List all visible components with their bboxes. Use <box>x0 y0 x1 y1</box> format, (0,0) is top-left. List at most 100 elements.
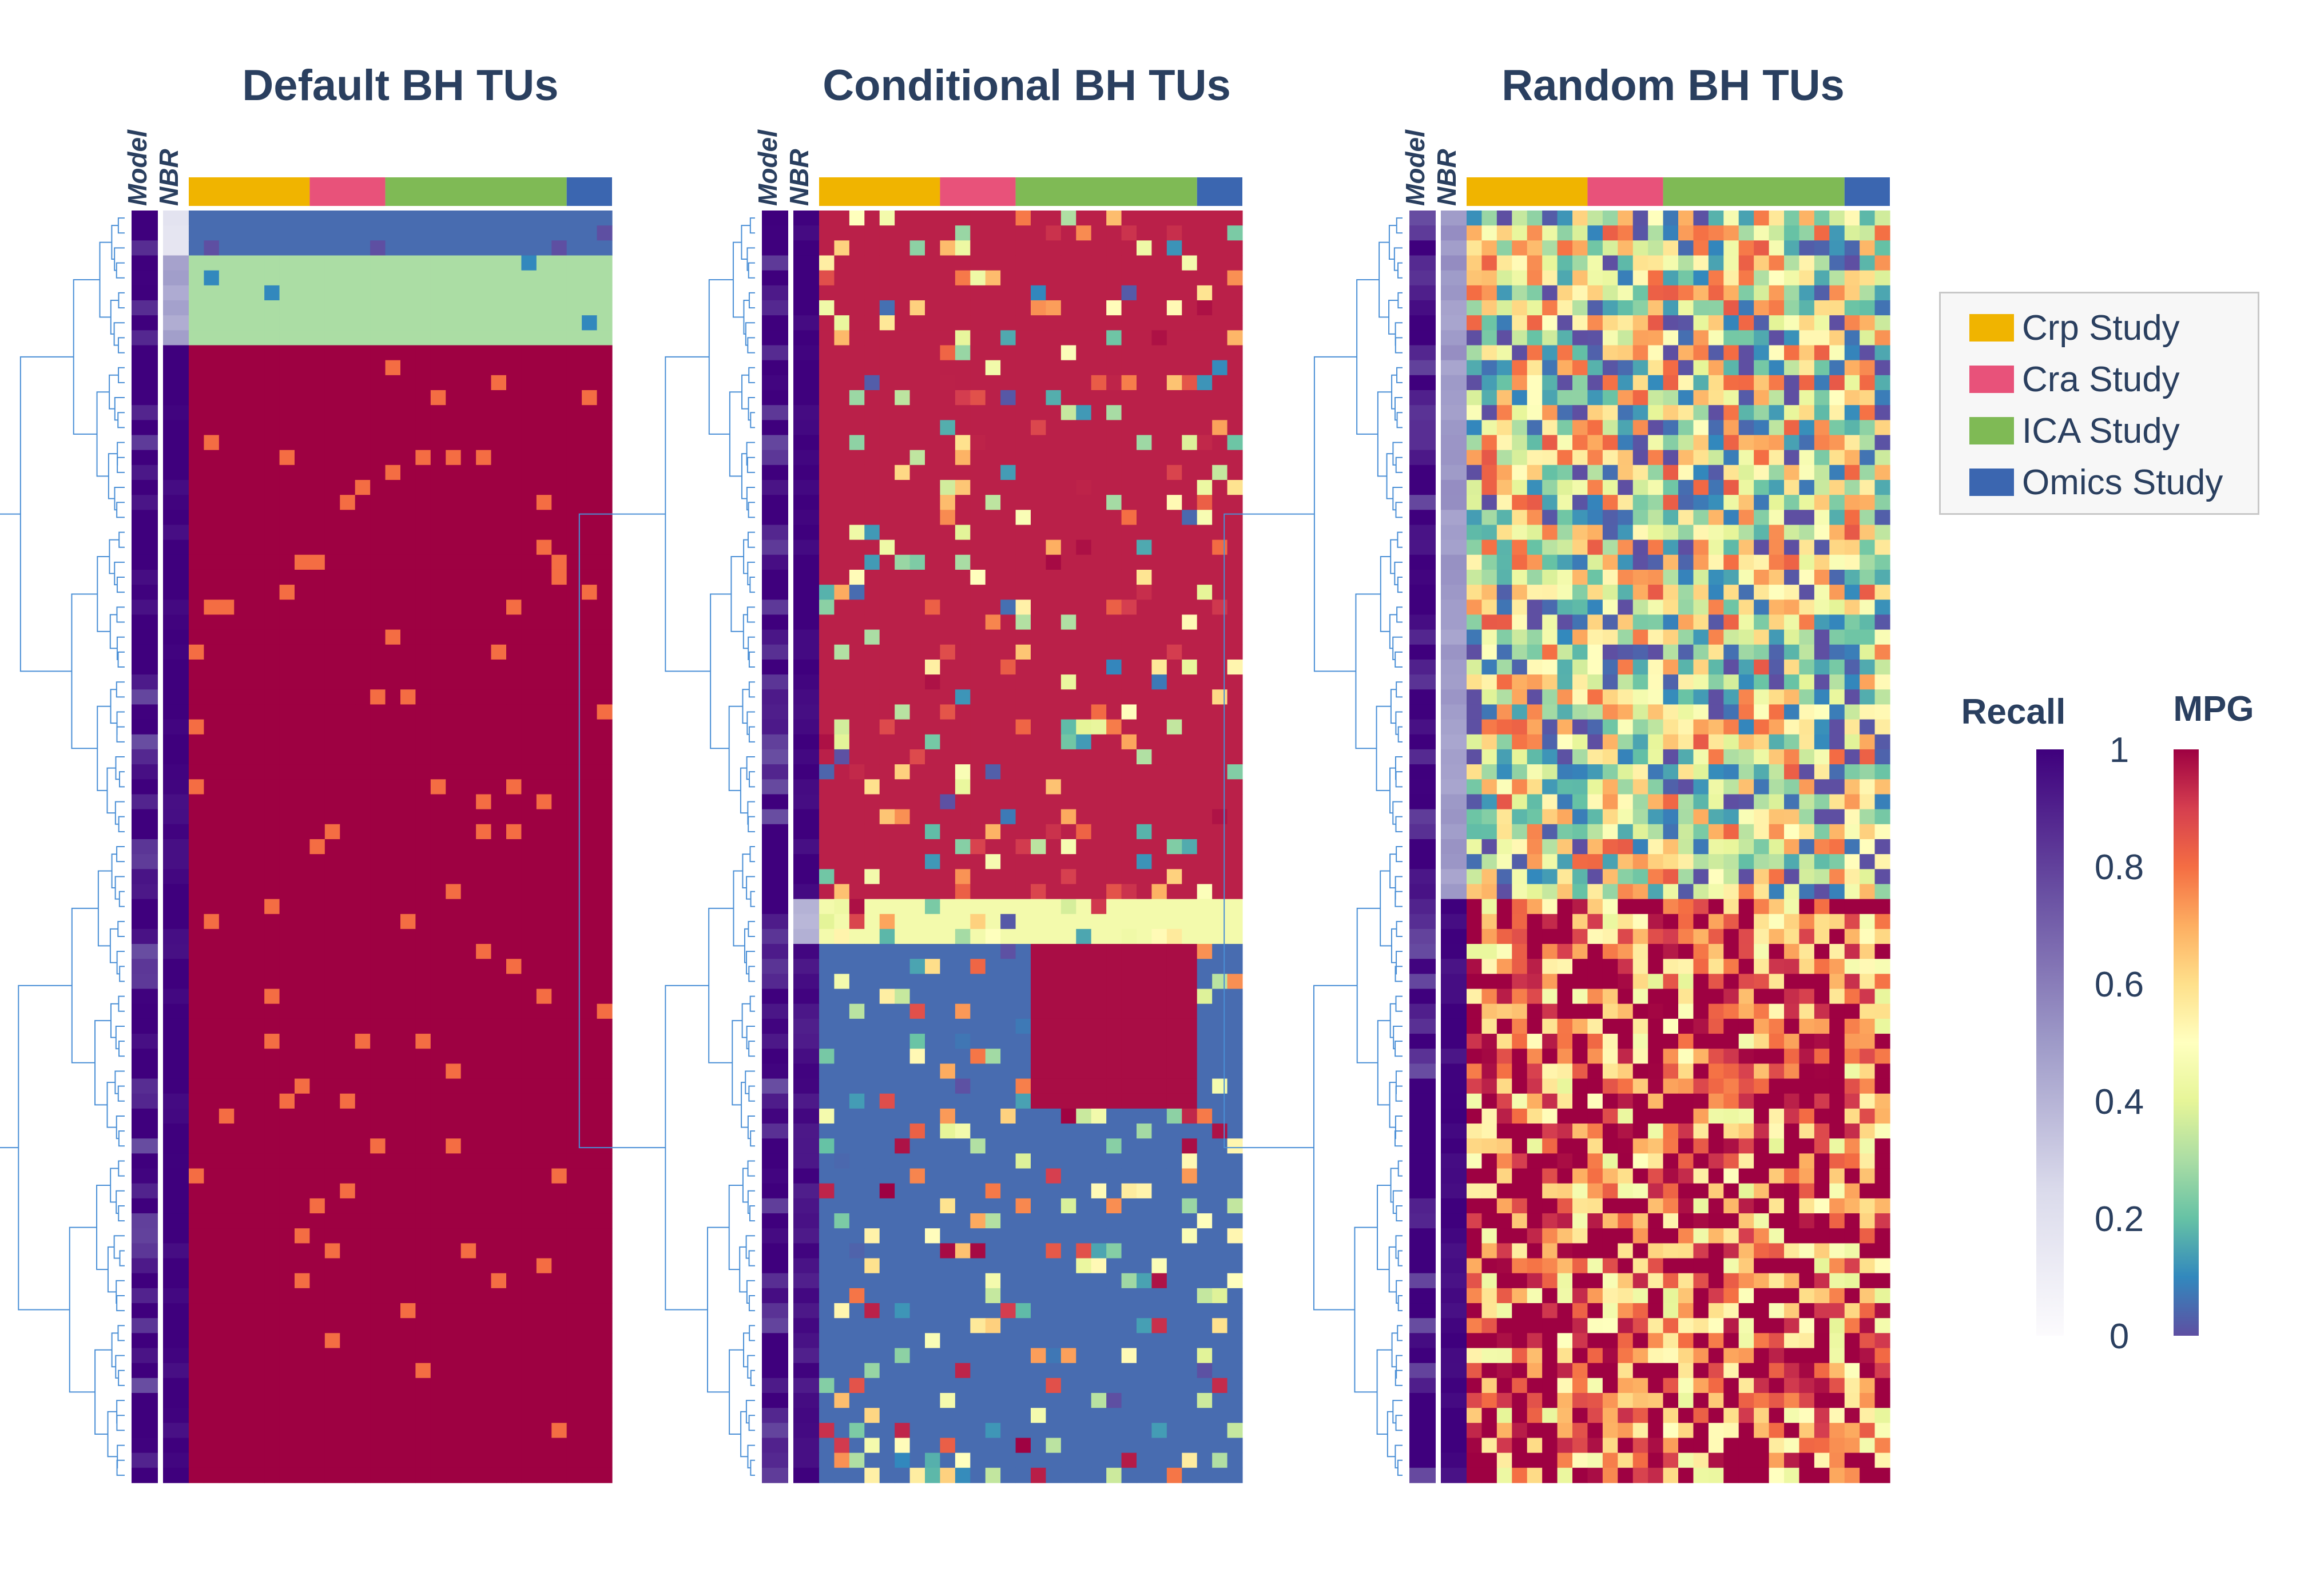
heatmap-cell <box>909 854 925 870</box>
heatmap-cell <box>1091 285 1107 301</box>
heatmap-cell <box>324 1138 340 1154</box>
heatmap-cell <box>446 420 462 436</box>
nbr-recall-cell <box>163 300 189 316</box>
heatmap-cell <box>1000 375 1016 391</box>
heatmap-cell <box>370 944 386 959</box>
heatmap-cell <box>985 989 1001 1005</box>
heatmap-cell <box>355 1377 371 1394</box>
heatmap-cell <box>279 1124 295 1139</box>
heatmap-cell <box>355 839 371 855</box>
model-recall-cell <box>762 1243 788 1259</box>
heatmap-cell <box>521 1273 537 1289</box>
heatmap-cell <box>879 614 895 630</box>
heatmap-cell <box>521 959 537 974</box>
heatmap-cell <box>566 405 582 420</box>
heatmap-cell <box>985 764 1001 780</box>
heatmap-cell <box>1106 1168 1122 1184</box>
heatmap-cell <box>264 734 280 750</box>
heatmap-cell <box>1000 390 1016 406</box>
heatmap-cell <box>491 1018 507 1034</box>
heatmap-cell <box>864 495 880 510</box>
heatmap-cell <box>985 899 1001 915</box>
heatmap-cell <box>536 1198 552 1214</box>
heatmap-cell <box>819 1034 835 1049</box>
model-recall-cell <box>132 809 158 825</box>
heatmap-cell <box>400 719 416 735</box>
heatmap-cell <box>295 974 311 990</box>
heatmap-cell <box>566 1318 582 1333</box>
heatmap-cell <box>819 869 835 885</box>
heatmap-cell <box>985 1243 1001 1259</box>
heatmap-cell <box>476 1228 492 1244</box>
heatmap-cell <box>1182 644 1198 660</box>
heatmap-cell <box>249 495 265 510</box>
heatmap-cell <box>849 629 865 645</box>
heatmap-cell <box>219 1168 235 1184</box>
heatmap-cell <box>324 1018 340 1034</box>
heatmap-cell <box>476 1408 492 1423</box>
heatmap-cell <box>1031 1348 1047 1364</box>
heatmap-cell <box>536 719 552 735</box>
heatmap-cell <box>446 479 462 495</box>
heatmap-cell <box>340 809 356 825</box>
heatmap-cell <box>1212 809 1228 825</box>
heatmap-cell <box>597 495 613 510</box>
heatmap-cell <box>536 1049 552 1064</box>
heatmap-cell <box>1046 1198 1062 1214</box>
heatmap-cell <box>264 510 280 526</box>
heatmap-cell <box>385 495 401 510</box>
heatmap-cell <box>1076 1273 1092 1289</box>
heatmap-cell <box>1076 1303 1092 1319</box>
heatmap-cell <box>895 1153 911 1169</box>
heatmap-cell <box>340 614 356 630</box>
heatmap-cell <box>1031 495 1047 510</box>
heatmap-cell <box>895 1108 911 1124</box>
heatmap-cell <box>1151 479 1167 495</box>
heatmap-cell <box>1015 525 1031 541</box>
heatmap-cell <box>430 1138 446 1154</box>
nbr-recall-cell <box>793 465 820 481</box>
heatmap-cell <box>1166 450 1182 466</box>
heatmap-cell <box>430 539 446 555</box>
heatmap-cell <box>446 809 462 825</box>
nbr-recall-cell <box>163 734 189 750</box>
heatmap-cell <box>1031 809 1047 825</box>
heatmap-cell <box>400 1198 416 1214</box>
heatmap-cell <box>476 569 492 585</box>
heatmap-cell <box>1121 899 1137 915</box>
heatmap-cell <box>895 1003 911 1019</box>
heatmap-cell <box>1046 600 1062 616</box>
heatmap-cell <box>1091 1198 1107 1214</box>
heatmap-cell <box>189 884 205 900</box>
heatmap-cell <box>189 944 205 959</box>
heatmap-cell <box>925 674 941 690</box>
heatmap-cell <box>476 554 492 570</box>
heatmap-cell <box>1197 1288 1213 1304</box>
heatmap-cell <box>597 1003 613 1019</box>
heatmap-cell <box>551 420 567 436</box>
heatmap-cell <box>234 959 250 974</box>
heatmap-cell <box>324 1318 340 1333</box>
heatmap-cell <box>1046 270 1062 286</box>
heatmap-cell <box>909 450 925 466</box>
heatmap-cell <box>834 764 850 780</box>
heatmap-cell <box>985 375 1001 391</box>
heatmap-cell <box>234 1168 250 1184</box>
heatmap-cell <box>864 944 880 959</box>
heatmap-cell <box>1046 824 1062 840</box>
heatmap-cell <box>1076 1183 1092 1199</box>
heatmap-cell <box>819 405 835 420</box>
heatmap-cell <box>219 794 235 810</box>
heatmap-cell <box>879 1363 895 1379</box>
heatmap-cell <box>1166 944 1182 959</box>
heatmap-cell <box>189 1018 205 1034</box>
heatmap-cell <box>521 1063 537 1079</box>
heatmap-cell <box>476 1138 492 1154</box>
nbr-recall-cell <box>793 809 820 825</box>
heatmap-cell <box>879 539 895 555</box>
heatmap-cell <box>340 1049 356 1064</box>
heatmap-cell <box>909 1288 925 1304</box>
heatmap-cell <box>1106 569 1122 585</box>
heatmap-cell <box>1091 689 1107 705</box>
heatmap-cell <box>1151 1303 1167 1319</box>
